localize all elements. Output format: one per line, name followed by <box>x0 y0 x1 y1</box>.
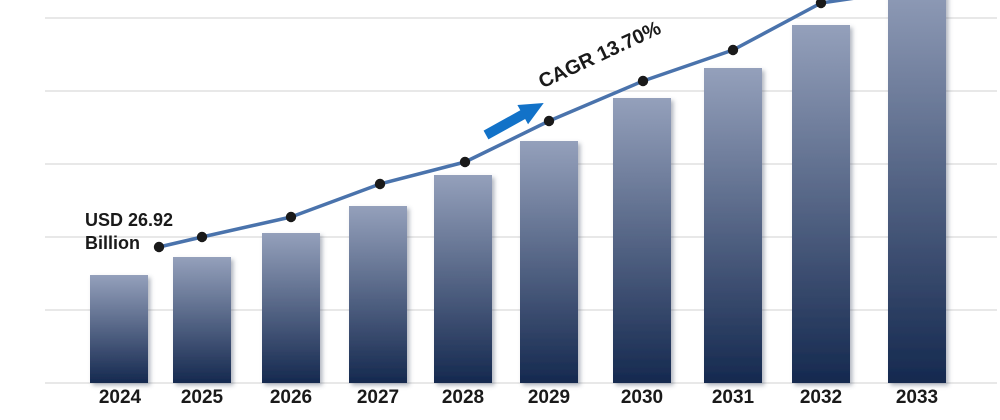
bar-series <box>90 0 946 383</box>
data-point-2031 <box>727 44 739 56</box>
data-point-2032 <box>815 0 827 9</box>
bar-2026 <box>262 233 320 383</box>
x-axis-label: 2024 <box>98 387 142 408</box>
bar-2033 <box>888 0 946 383</box>
data-point-2029 <box>543 115 555 127</box>
bar-2029 <box>520 141 578 383</box>
growth-arrow <box>483 103 544 140</box>
data-point-2026 <box>285 211 297 223</box>
bar-2024 <box>90 275 148 383</box>
data-point-2028 <box>459 156 471 168</box>
data-point-2024 <box>153 241 165 253</box>
x-axis-label: 2026 <box>269 387 313 408</box>
data-point-2027 <box>374 178 386 190</box>
start-value-annotation: USD 26.92 Billion <box>85 209 173 255</box>
growth-arrow-icon <box>483 103 544 140</box>
x-axis-label: 2031 <box>711 387 755 408</box>
x-axis-label: 2027 <box>356 387 400 408</box>
x-axis-label: 2033 <box>895 387 939 408</box>
x-axis-label: 2025 <box>180 387 224 408</box>
bar-2025 <box>173 257 231 383</box>
start-value-line1: USD 26.92 <box>85 210 174 230</box>
bar-2027 <box>349 206 407 383</box>
data-point-2025 <box>196 231 208 243</box>
bar-2030 <box>613 98 671 383</box>
start-value-line2: Billion <box>85 233 140 253</box>
x-axis-label: 2032 <box>799 387 843 408</box>
x-axis-label: 2028 <box>441 387 485 408</box>
x-axis-label: 2029 <box>527 387 571 408</box>
x-axis-label: 2030 <box>620 387 664 408</box>
data-point-2030 <box>637 75 649 87</box>
bar-2028 <box>434 175 492 383</box>
line-series <box>153 0 854 253</box>
trend-line <box>157 0 854 249</box>
bar-2032 <box>792 25 850 383</box>
bar-2031 <box>704 68 762 383</box>
